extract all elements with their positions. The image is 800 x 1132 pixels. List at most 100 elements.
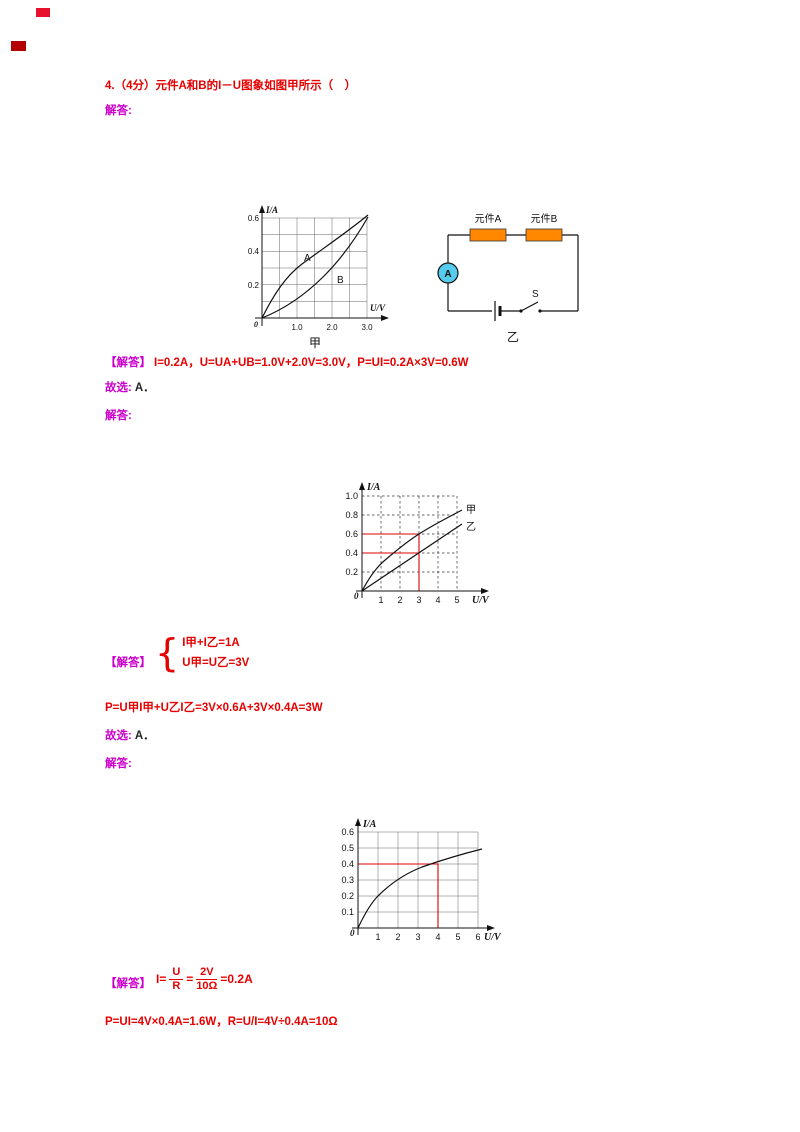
fraction-numerator: 2V bbox=[196, 966, 218, 981]
x-tick: 5 bbox=[454, 595, 459, 605]
x-axis-arrow bbox=[381, 315, 389, 321]
y-tick: 1.0 bbox=[345, 491, 358, 501]
curve-yi bbox=[361, 523, 463, 592]
solution-label: 【解答】 bbox=[105, 656, 151, 669]
component-a-box bbox=[469, 228, 507, 242]
y-tick: 0.8 bbox=[345, 510, 358, 520]
equation-1: I甲+I乙=1A bbox=[182, 637, 240, 650]
figure-caption-yi: 乙 bbox=[507, 330, 519, 344]
y-axis-label: I/A bbox=[366, 482, 381, 493]
red-guide-lines bbox=[358, 863, 439, 928]
problem5-equation-system: 【解答】 { I甲+I乙=1A U甲=U乙=3V bbox=[105, 634, 249, 672]
component-b-label: 元件B bbox=[531, 213, 558, 225]
red-guide-lines bbox=[362, 533, 420, 591]
problem4-choice: A． bbox=[134, 382, 155, 394]
grid bbox=[262, 217, 368, 318]
problem4-choice-line: 故选: A． bbox=[105, 381, 155, 395]
fraction-u-over-r: U R bbox=[169, 966, 184, 993]
formula-result: =0.2A bbox=[220, 972, 253, 987]
y-tick: 0.6 bbox=[345, 529, 358, 539]
y-tick: 0.6 bbox=[341, 827, 354, 837]
problem5-iv-graph-figure: I/A U/V 0 1.0 0.8 0.6 0.4 0.2 1 2 3 4 5 … bbox=[345, 482, 490, 606]
x-tick: 1.0 bbox=[291, 323, 303, 332]
y-tick: 0.5 bbox=[341, 843, 354, 853]
problem6-iv-graph-figure: I/A U/V 0 0.6 0.5 0.4 0.3 0.2 0.1 1 2 3 … bbox=[341, 818, 502, 943]
fraction-values: 2V 10Ω bbox=[196, 966, 218, 993]
curve bbox=[357, 848, 483, 929]
fraction-numerator: U bbox=[169, 966, 184, 981]
problem4-circuit-figure: 元件A 元件B A S 乙 bbox=[437, 213, 579, 344]
formula-lhs: I= bbox=[156, 972, 167, 987]
x-tick: 2 bbox=[395, 932, 400, 942]
y-axis-arrow bbox=[355, 818, 361, 826]
origin-label: 0 bbox=[350, 928, 355, 938]
x-axis-arrow bbox=[487, 925, 495, 931]
y-tick: 0.2 bbox=[248, 281, 260, 290]
y-axis-arrow bbox=[359, 482, 365, 490]
x-tick: 3 bbox=[415, 932, 420, 942]
x-tick: 4 bbox=[435, 932, 440, 942]
curve-a-label: A bbox=[304, 253, 311, 264]
component-b-box bbox=[525, 228, 563, 242]
equation-2: U甲=U乙=3V bbox=[182, 656, 250, 669]
curve-jia bbox=[361, 509, 463, 592]
ammeter-icon bbox=[437, 262, 459, 284]
y-tick: 0.2 bbox=[341, 891, 354, 901]
problem5-solution-text: P=U甲I甲+U乙I乙=3V×0.6A+3V×0.4A=3W bbox=[105, 702, 323, 714]
brace: { bbox=[155, 631, 180, 675]
x-tick: 1 bbox=[378, 595, 383, 605]
red-mark-1 bbox=[36, 8, 50, 17]
x-tick: 5 bbox=[455, 932, 460, 942]
problem4-solution-line: 【解答】 I=0.2A，U=UA+UB=1.0V+2.0V=3.0V，P=UI=… bbox=[105, 356, 469, 370]
y-tick: 0.4 bbox=[341, 859, 354, 869]
fraction-denominator: 10Ω bbox=[196, 980, 218, 993]
problem6-section-label: 解答: bbox=[105, 758, 132, 770]
x-tick: 3 bbox=[416, 595, 421, 605]
x-tick: 2.0 bbox=[326, 323, 338, 332]
x-tick: 4 bbox=[435, 595, 440, 605]
y-axis-label: I/A bbox=[362, 819, 377, 830]
x-tick: 1 bbox=[375, 932, 380, 942]
x-tick: 2 bbox=[397, 595, 402, 605]
origin-label: 0 bbox=[254, 320, 258, 329]
problem6-solution-line: 【解答】 I= U R = 2V 10Ω =0.2A bbox=[105, 966, 253, 993]
problem5-choice-line: 故选: A． bbox=[105, 729, 155, 743]
x-tick: 6 bbox=[475, 932, 480, 942]
y-tick: 0.1 bbox=[341, 907, 354, 917]
x-axis-label: U/V bbox=[472, 595, 490, 606]
switch-label: S bbox=[532, 289, 539, 300]
y-axis-label: I/A bbox=[265, 205, 278, 215]
x-axis-label: U/V bbox=[370, 303, 386, 313]
curve-b-label: B bbox=[337, 275, 344, 286]
curve-b bbox=[261, 216, 369, 319]
y-axis-arrow bbox=[259, 205, 265, 213]
x-axis-arrow bbox=[481, 588, 489, 594]
y-tick: 0.3 bbox=[341, 875, 354, 885]
curve-jia-label: 甲 bbox=[466, 505, 476, 516]
curve-a bbox=[261, 214, 369, 319]
grid bbox=[362, 495, 458, 591]
y-tick: 0.6 bbox=[248, 214, 260, 223]
problem4-iv-graph-figure: I/A U/V 0 0.6 0.4 0.2 1.0 2.0 3.0 A B 甲 bbox=[248, 205, 389, 350]
y-tick: 0.4 bbox=[345, 548, 358, 558]
solution-label: 【解答】 bbox=[105, 978, 151, 990]
component-a-label: 元件A bbox=[475, 213, 502, 225]
problem4-solution-text: I=0.2A，U=UA+UB=1.0V+2.0V=3.0V，P=UI=0.2A×… bbox=[154, 357, 469, 369]
x-tick: 3.0 bbox=[361, 323, 373, 332]
fraction-denominator: R bbox=[172, 980, 181, 993]
problem4-question: 4.（4分）元件A和B的I－U图象如图甲所示（ ） bbox=[105, 80, 357, 92]
choice-label: 故选: bbox=[105, 382, 132, 394]
red-mark-2 bbox=[11, 41, 26, 51]
y-tick: 0.4 bbox=[248, 247, 260, 256]
problem5-choice: A． bbox=[134, 730, 155, 742]
ammeter-label: A bbox=[444, 269, 451, 280]
solution-label: 【解答】 bbox=[105, 357, 151, 369]
curve-yi-label: 乙 bbox=[466, 521, 476, 533]
switch-lever bbox=[520, 301, 539, 312]
grid bbox=[358, 831, 479, 928]
problem5-section-label: 解答: bbox=[105, 410, 132, 422]
y-tick: 0.2 bbox=[345, 567, 358, 577]
choice-label: 故选: bbox=[105, 730, 132, 742]
problem4-section-label: 解答: bbox=[105, 105, 132, 117]
